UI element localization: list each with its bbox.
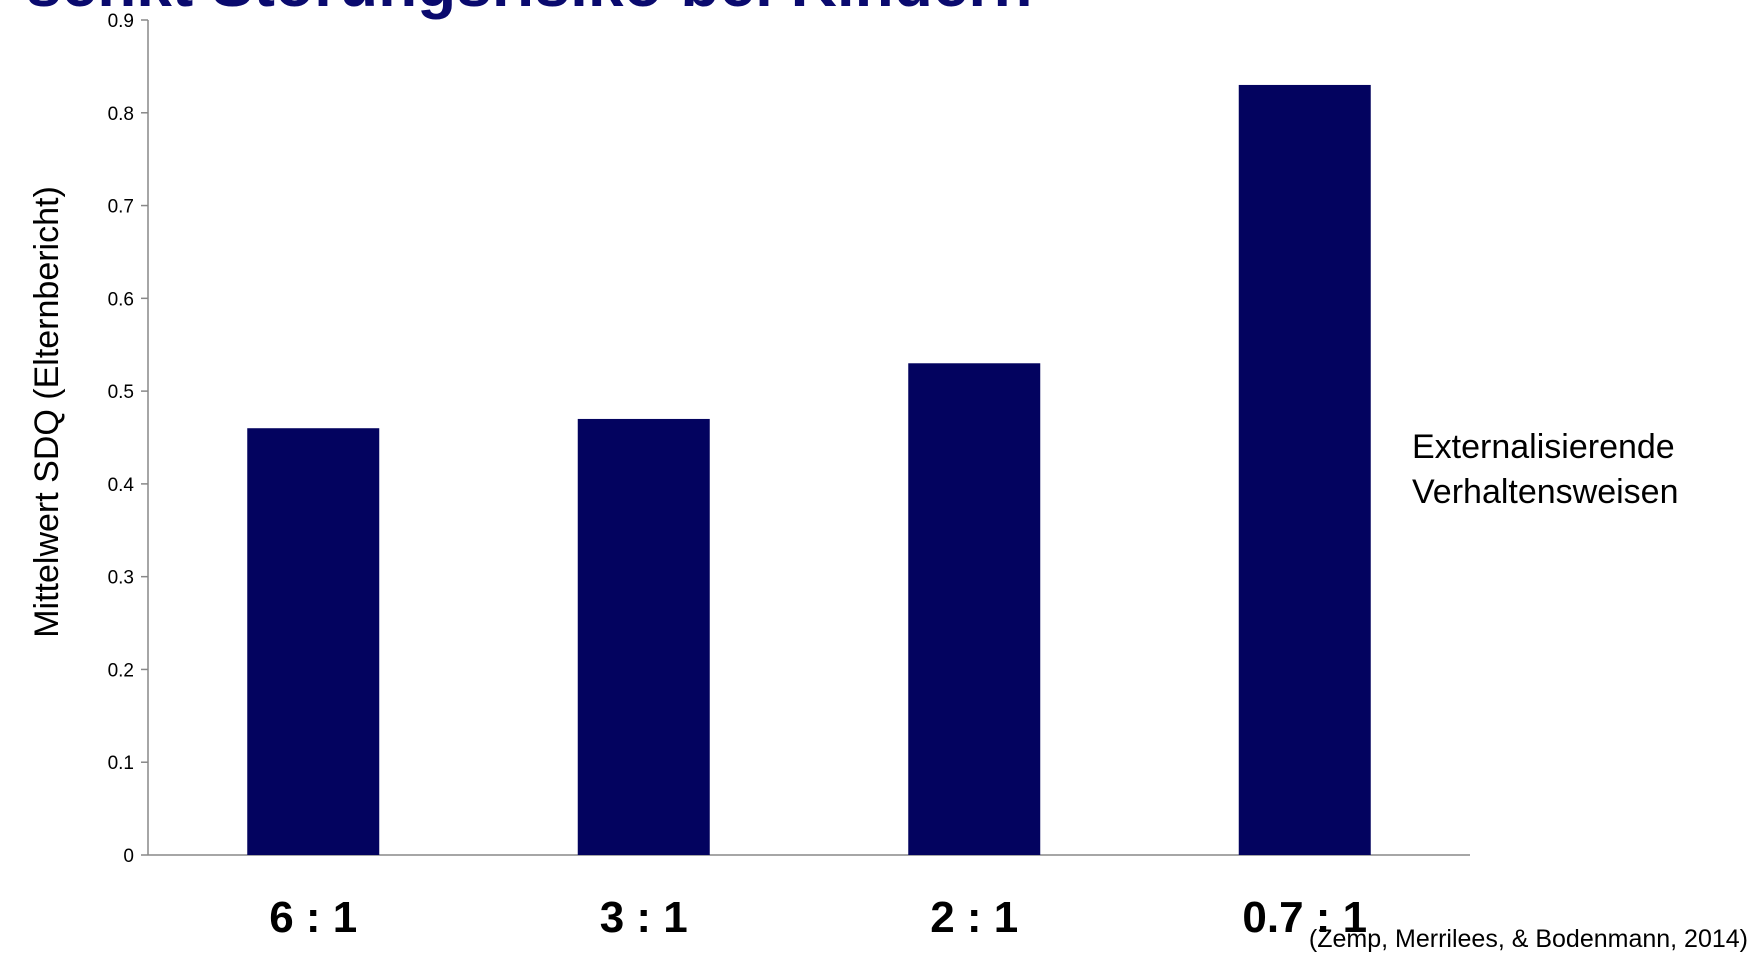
- y-axis-title: Mittelwert SDQ (Elternbericht): [28, 186, 66, 638]
- bar: [577, 418, 710, 855]
- x-category-label: 6 : 1: [269, 893, 357, 942]
- bar: [908, 363, 1041, 855]
- plot-area: 0 0.1 0.2 0.3 0.4 0.5 0.6 0.7 0.8 0.9 6 : 1 3 : 1 2 …: [108, 11, 1679, 942]
- y-tick-label: 0.8: [108, 104, 134, 125]
- y-tick-label: 0: [123, 846, 134, 867]
- legend-line: Verhaltensweisen: [1412, 473, 1679, 511]
- y-tick-label: 0.1: [108, 753, 134, 774]
- bar: [247, 428, 380, 855]
- x-category-label: 0.7 : 1: [1242, 893, 1367, 942]
- legend-entry: Externalisierende Verhaltensweisen: [1412, 428, 1679, 511]
- y-tick-label: 0.2: [108, 660, 134, 681]
- slide-title: senkt Störungsrisiko bei Kindern: [26, 0, 1032, 20]
- x-category-label: 3 : 1: [600, 893, 688, 942]
- source-citation: (Zemp, Merrilees, & Bodenmann, 2014): [1308, 925, 1748, 953]
- y-tick-label: 0.7: [108, 197, 134, 218]
- y-tick-label: 0.6: [108, 289, 134, 310]
- y-tick-label: 0.3: [108, 568, 134, 589]
- legend-line: Externalisierende: [1412, 428, 1675, 466]
- x-category-label: 2 : 1: [930, 893, 1018, 942]
- y-tick-label: 0.5: [108, 382, 134, 403]
- bar: [1238, 84, 1371, 855]
- y-tick-label: 0.9: [108, 11, 134, 32]
- y-tick-label: 0.4: [108, 475, 135, 496]
